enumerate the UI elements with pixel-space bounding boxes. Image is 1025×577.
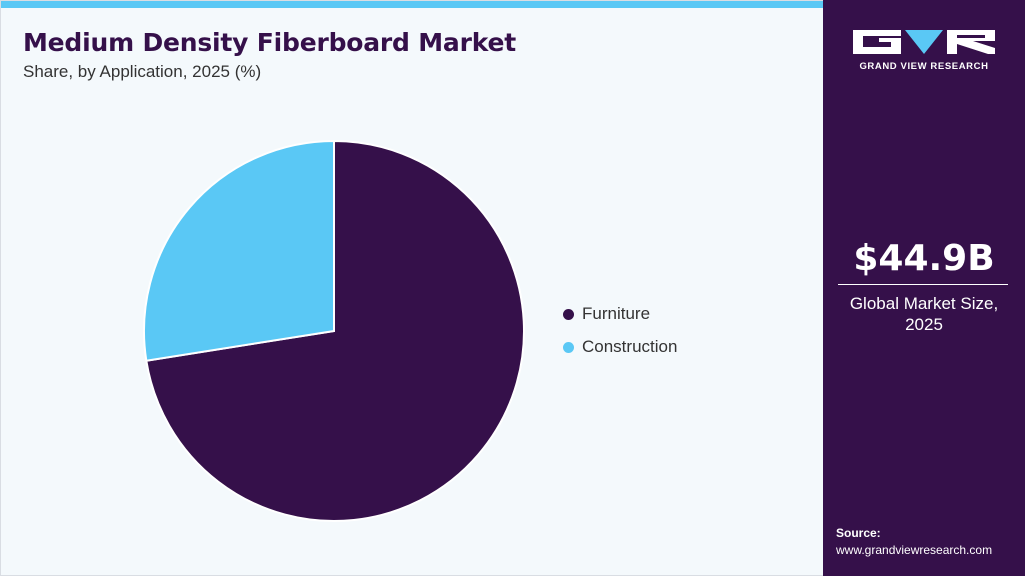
- legend-item-construction: Construction: [563, 336, 677, 358]
- pie-slice-construction: [143, 139, 335, 362]
- pie-chart: [143, 139, 525, 522]
- market-size-value: $44.9B: [853, 238, 995, 279]
- accent-top-bar: [1, 1, 824, 8]
- chart-subtitle: Share, by Application, 2025 (%): [23, 62, 262, 81]
- chart-legend: Furniture Construction: [563, 303, 677, 369]
- source-label: Source:: [836, 526, 881, 540]
- market-size-caption: Global Market Size, 2025: [833, 293, 1015, 335]
- legend-swatch-construction: [563, 341, 574, 353]
- market-caption-line2: 2025: [905, 315, 943, 334]
- brand-logo: GRAND VIEW RESEARCH: [853, 28, 995, 76]
- source-url[interactable]: www.grandviewresearch.com: [836, 543, 993, 557]
- market-caption-line1: Global Market Size,: [849, 294, 999, 313]
- legend-swatch-furniture: [563, 308, 574, 320]
- chart-title: Medium Density Fiberboard Market: [23, 28, 516, 57]
- gvr-logo-icon: [853, 30, 995, 54]
- value-divider: [838, 284, 1008, 285]
- pie-slice-furniture: [145, 139, 525, 522]
- legend-label-construction: Construction: [582, 337, 678, 356]
- legend-item-furniture: Furniture: [563, 303, 677, 325]
- logo-text: GRAND VIEW RESEARCH: [859, 61, 989, 72]
- side-panel: GRAND VIEW RESEARCH $44.9B Global Market…: [823, 0, 1025, 576]
- legend-label-furniture: Furniture: [582, 304, 651, 323]
